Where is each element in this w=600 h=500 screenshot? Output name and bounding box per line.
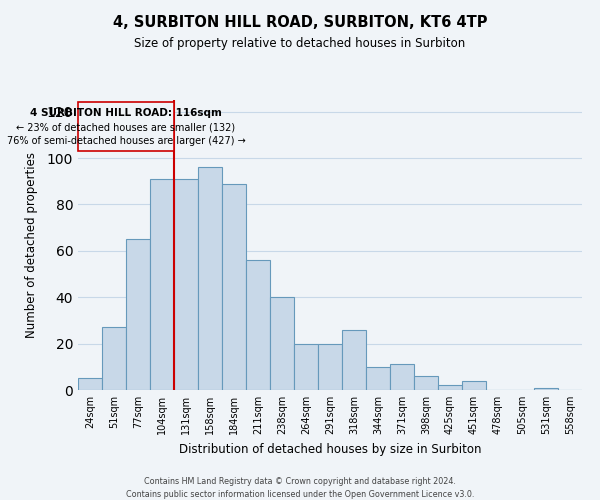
Bar	[294, 344, 318, 390]
Text: 4, SURBITON HILL ROAD, SURBITON, KT6 4TP: 4, SURBITON HILL ROAD, SURBITON, KT6 4TP	[113, 15, 487, 30]
Y-axis label: Number of detached properties: Number of detached properties	[25, 152, 38, 338]
Bar	[102, 328, 126, 390]
Bar	[366, 367, 390, 390]
Text: Size of property relative to detached houses in Surbiton: Size of property relative to detached ho…	[134, 38, 466, 51]
Bar	[438, 386, 462, 390]
Bar	[462, 380, 486, 390]
Bar	[534, 388, 558, 390]
Bar	[222, 184, 246, 390]
Bar	[270, 297, 294, 390]
Bar	[150, 179, 174, 390]
X-axis label: Distribution of detached houses by size in Surbiton: Distribution of detached houses by size …	[179, 442, 481, 456]
Text: Contains HM Land Registry data © Crown copyright and database right 2024.: Contains HM Land Registry data © Crown c…	[144, 478, 456, 486]
Bar	[198, 168, 222, 390]
Bar	[126, 239, 150, 390]
Bar	[246, 260, 270, 390]
Text: 4 SURBITON HILL ROAD: 116sqm: 4 SURBITON HILL ROAD: 116sqm	[30, 108, 222, 118]
Bar	[174, 179, 198, 390]
Text: Contains public sector information licensed under the Open Government Licence v3: Contains public sector information licen…	[126, 490, 474, 499]
FancyBboxPatch shape	[78, 102, 174, 151]
Bar	[318, 344, 342, 390]
Bar	[390, 364, 414, 390]
Text: 76% of semi-detached houses are larger (427) →: 76% of semi-detached houses are larger (…	[7, 136, 245, 146]
Bar	[78, 378, 102, 390]
Bar	[342, 330, 366, 390]
Bar	[414, 376, 438, 390]
Text: ← 23% of detached houses are smaller (132): ← 23% of detached houses are smaller (13…	[16, 122, 236, 132]
